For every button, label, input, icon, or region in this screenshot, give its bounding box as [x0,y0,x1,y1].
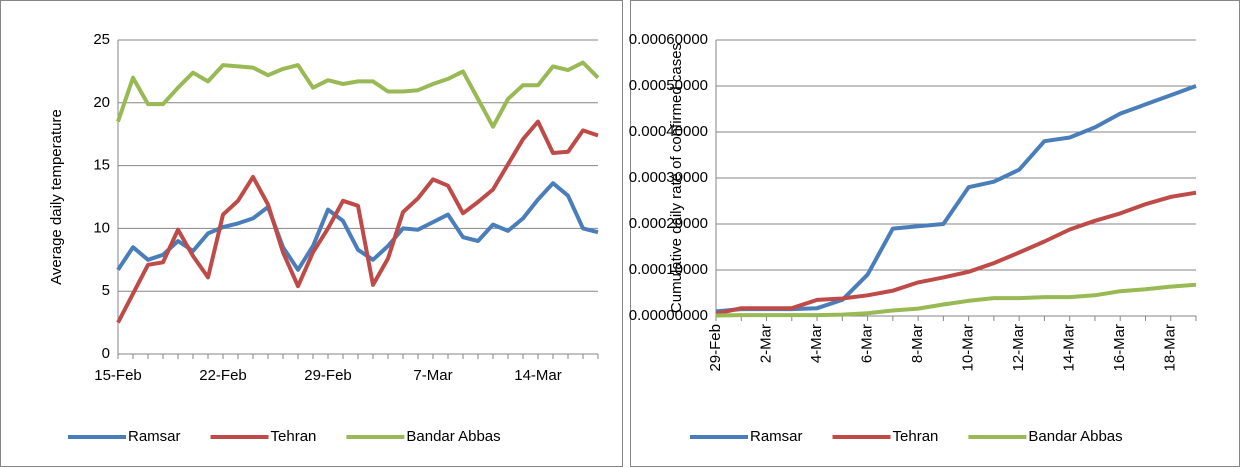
y-axis-label: Cumulative daily rate of confirmed cases [668,43,685,313]
x-tick-label: 14-Mar [1061,324,1078,372]
x-tick-label: 10-Mar [960,324,977,372]
y-tick-label: 25 [93,31,110,48]
x-tick-label: 15-Feb [94,367,142,384]
y-tick-label: 10 [93,219,110,236]
x-tick-label: 12-Mar [1010,324,1027,372]
x-tick-label: 16-Mar [1111,324,1128,372]
legend-label: Tehran [271,428,317,445]
x-tick-label: 29-Feb [304,367,352,384]
series-line [715,282,1197,318]
y-tick-label: 0.00020000 [629,215,708,232]
legend-label: Tehran [893,428,939,445]
x-tick-label: 14-Mar [514,367,562,384]
series-line [116,119,599,324]
panel-border [0,0,623,467]
legend-label: Ramsar [128,428,181,445]
x-tick-label: 18-Mar [1162,324,1179,372]
y-tick-label: 0.00010000 [629,261,708,278]
series-line [116,181,599,272]
series-line [715,190,1197,316]
x-tick-label: 2-Mar [757,324,774,363]
y-tick-label: 0.00050000 [629,77,708,94]
x-tick-label: 6-Mar [859,324,876,363]
y-tick-label: 0.00030000 [629,169,708,186]
x-tick-label: 22-Feb [199,367,247,384]
x-tick-label: 7-Mar [413,367,452,384]
y-tick-label: 0 [102,345,110,362]
y-tick-label: 0.00060000 [629,31,708,48]
panel-border [630,0,1240,467]
y-axis-label: Average daily temperature [48,109,65,285]
x-tick-label: 8-Mar [909,324,926,363]
y-tick-label: 20 [93,94,110,111]
y-tick-label: 0.00000000 [629,307,708,324]
x-tick-label: 4-Mar [808,324,825,363]
legend-label: Ramsar [750,428,803,445]
y-tick-label: 15 [93,157,110,174]
series-line [715,84,1197,314]
series-line [116,60,600,129]
x-tick-label: 29-Feb [707,324,724,372]
legend-label: Bandar Abbas [406,428,500,445]
legend-label: Bandar Abbas [1028,428,1122,445]
y-tick-label: 0.00040000 [629,123,708,140]
y-tick-label: 5 [102,282,110,299]
